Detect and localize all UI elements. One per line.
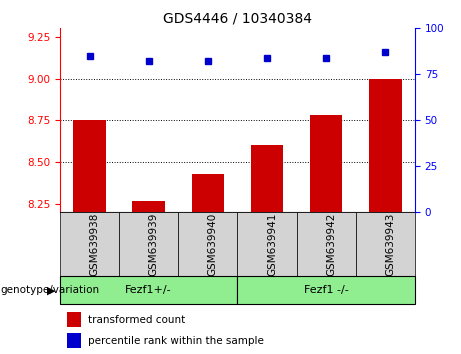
Text: transformed count: transformed count — [89, 315, 186, 325]
Title: GDS4446 / 10340384: GDS4446 / 10340384 — [163, 12, 312, 26]
Bar — [67, 312, 81, 327]
Bar — [178, 212, 237, 276]
Bar — [356, 212, 415, 276]
Bar — [132, 201, 165, 212]
Bar — [60, 276, 237, 304]
Bar — [73, 120, 106, 212]
Text: GSM639943: GSM639943 — [385, 212, 396, 276]
Text: GSM639941: GSM639941 — [267, 212, 277, 276]
Bar — [119, 212, 178, 276]
Text: GSM639940: GSM639940 — [208, 213, 218, 276]
Text: GSM639938: GSM639938 — [89, 212, 100, 276]
Bar — [251, 145, 283, 212]
Bar — [369, 79, 402, 212]
Bar — [67, 333, 81, 348]
Text: GSM639942: GSM639942 — [326, 212, 336, 276]
Bar — [310, 115, 343, 212]
Text: Fezf1+/-: Fezf1+/- — [125, 285, 172, 295]
Bar — [192, 174, 224, 212]
Bar — [237, 276, 415, 304]
Bar — [237, 212, 296, 276]
Text: ▶: ▶ — [47, 285, 55, 295]
Bar — [296, 212, 356, 276]
Bar — [60, 212, 119, 276]
Text: percentile rank within the sample: percentile rank within the sample — [89, 336, 264, 346]
Text: Fezf1 -/-: Fezf1 -/- — [304, 285, 349, 295]
Text: GSM639939: GSM639939 — [148, 212, 159, 276]
Text: genotype/variation: genotype/variation — [0, 285, 99, 295]
